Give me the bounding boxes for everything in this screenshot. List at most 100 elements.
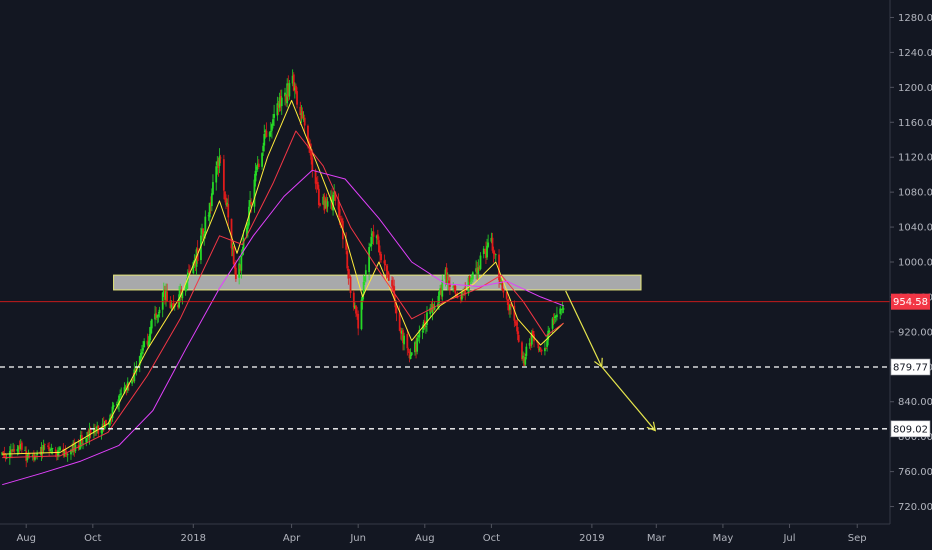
candle [133,362,136,384]
candle [265,122,268,138]
candle-body [239,264,242,269]
y-tick-label: 1160.00 [898,118,932,129]
x-tick-label: 2019 [579,533,604,544]
candle [158,306,161,318]
candle [507,297,510,315]
candle-body [361,294,364,302]
candle [479,252,482,271]
candle-body [105,419,107,426]
candle-body [146,340,149,345]
candle [238,256,241,285]
candle [273,104,275,126]
candle-body [319,203,321,206]
candle [286,78,289,108]
candle-body [430,308,433,313]
candle [546,333,549,352]
candle [348,269,351,278]
candle-body [100,430,103,433]
candle [482,246,485,259]
candle-body [1,452,4,455]
candle [471,271,474,283]
candle [554,315,557,323]
candle [446,272,449,291]
candle-body [299,106,302,115]
candle [332,191,334,216]
candle [150,318,153,334]
candle [540,349,543,356]
candle [202,228,205,241]
candle [538,346,541,352]
candle [73,438,76,457]
candle-body [347,268,350,279]
candle [380,251,383,263]
candle-body [192,262,195,274]
candle-body [556,314,558,318]
candle-body [547,330,550,341]
candle [547,325,550,346]
candle [408,349,411,363]
candle [346,243,349,271]
candle-body [486,245,488,258]
candle-body [285,94,288,102]
candle [279,89,282,112]
candle [406,328,409,356]
candle-body [539,347,542,350]
candle-body [245,227,248,237]
candle [100,429,103,440]
candle [54,446,57,458]
candle-body [202,228,205,237]
candle-body [355,305,357,314]
candle-body [325,198,328,209]
candle [111,401,114,422]
level-price-tag-1-text: 879.77 [893,363,928,374]
candle-body [507,304,510,311]
candle [400,327,403,341]
candle [369,243,372,248]
candle-body [96,425,99,430]
candle-body [212,182,214,195]
candle [375,234,378,245]
candle-body [249,200,251,207]
candle-body [493,253,496,255]
candle-body [156,315,159,318]
candle [315,177,318,193]
candle-body [51,448,54,449]
candle [276,96,279,121]
candle-body [469,279,472,281]
candle-body [185,282,188,289]
candle [132,372,135,383]
candle-body [375,235,378,239]
candle-body [18,445,21,450]
candle-body [440,287,443,295]
candle-body [11,449,13,452]
candle [387,271,390,281]
candle-body [230,218,233,249]
candle [93,423,95,439]
x-axis[interactable]: Aug Oct 2018 Apr Jun Aug Oct 2019 Mar May Jul Sep [16,524,867,544]
candle-body [286,83,289,104]
candle [386,264,389,278]
candle-body [459,296,462,300]
candle-body [307,125,309,143]
candle-body [118,395,120,406]
resistance-zone[interactable] [113,274,642,291]
y-tick-label: 1200.00 [898,83,932,94]
candle [490,232,493,244]
candle [454,285,457,298]
candle [212,174,214,196]
projection-arrow-2[interactable] [601,366,657,432]
candle-body [398,312,401,331]
candle-body [65,452,68,456]
candle [156,314,159,324]
candle-body [3,453,6,458]
candle [515,319,518,332]
candle [552,313,555,326]
candle-body [322,196,325,205]
candle-body [338,209,341,218]
candle-body [132,379,135,381]
candle-body [85,437,88,443]
candle-body [169,300,172,309]
candle-body [34,456,36,460]
candle [231,243,234,257]
